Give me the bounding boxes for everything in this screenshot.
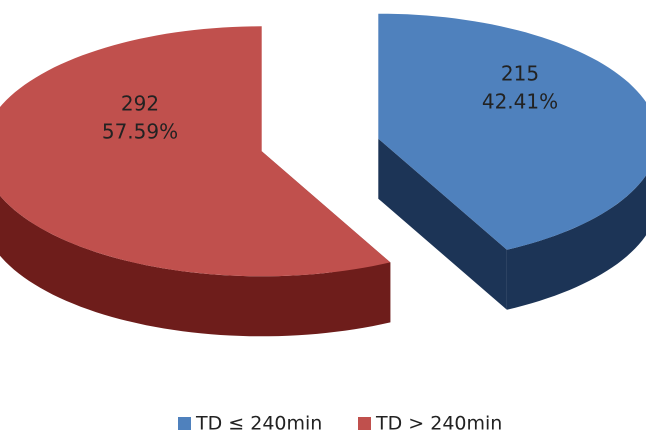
slice-face [378, 138, 507, 310]
slice [0, 26, 391, 277]
legend-label: TD ≤ 240min [195, 413, 322, 434]
legend-swatch [358, 417, 371, 430]
legend-swatch [178, 417, 191, 430]
data-label: 215 [501, 62, 539, 86]
slice-side [506, 175, 646, 310]
percent-label: 57.59% [102, 120, 178, 144]
data-label: 292 [121, 92, 159, 116]
slice [378, 13, 646, 250]
percent-label: 42.41% [482, 90, 558, 114]
legend-label: TD > 240min [375, 413, 502, 434]
slice-side [0, 195, 391, 337]
